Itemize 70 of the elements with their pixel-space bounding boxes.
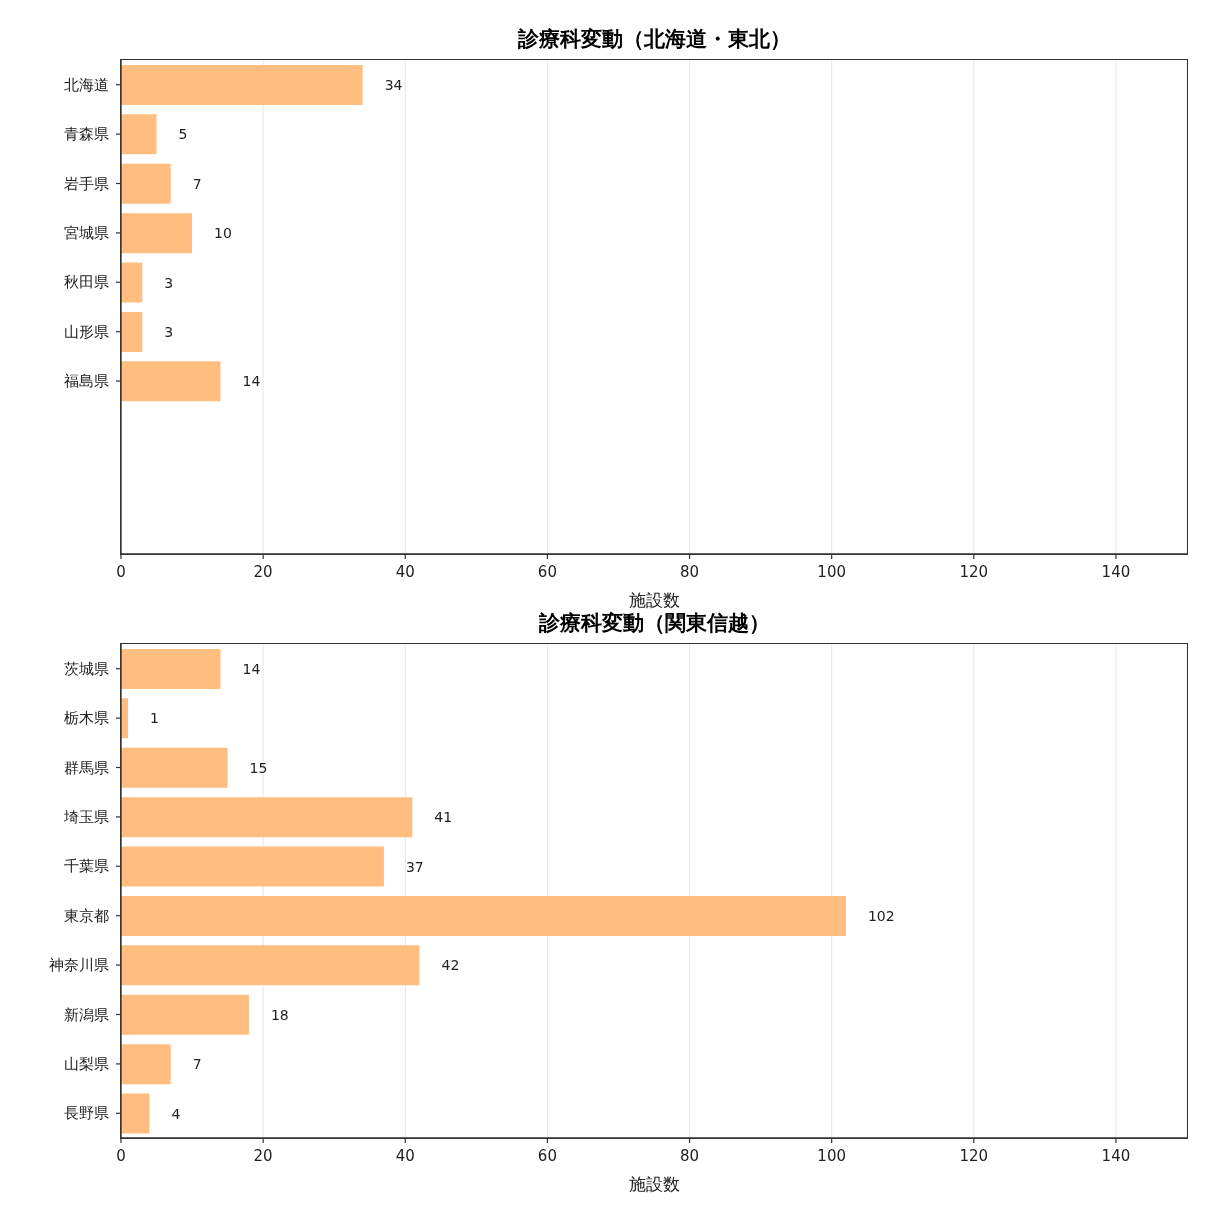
data-label: 34 [384, 76, 403, 93]
x-tick-label: 120 [959, 1146, 989, 1165]
bar [121, 114, 157, 155]
data-label: 102 [867, 907, 895, 924]
x-tick-label: 20 [253, 562, 273, 581]
data-label: 4 [171, 1105, 181, 1122]
y-tick-label: 東京都 [64, 906, 109, 925]
x-tick-label: 120 [959, 562, 989, 581]
bar [121, 895, 846, 936]
y-tick-label: 千葉県 [64, 857, 109, 876]
x-axis-title: 施設数 [628, 1174, 680, 1194]
data-label: 18 [270, 1006, 289, 1023]
y-tick-label: 栃木県 [64, 709, 109, 728]
bar [121, 846, 384, 887]
x-tick-label: 40 [395, 1146, 415, 1165]
x-tick-label: 80 [679, 562, 700, 581]
y-tick-label: 山形県 [64, 322, 109, 341]
x-tick-label: 140 [1101, 1146, 1131, 1165]
bar [121, 361, 221, 402]
bar [121, 64, 363, 105]
bar [121, 648, 221, 689]
bar [121, 1044, 171, 1085]
data-label: 41 [434, 809, 453, 826]
bar [121, 994, 249, 1035]
data-label: 3 [164, 274, 174, 291]
x-tick-label: 40 [395, 562, 415, 581]
bar [121, 262, 143, 303]
x-tick-label: 100 [817, 562, 846, 581]
data-label: 37 [405, 858, 424, 875]
data-label: 7 [192, 1056, 202, 1073]
y-tick-label: 福島県 [64, 372, 109, 391]
bar [121, 945, 420, 986]
y-tick-label: 群馬県 [64, 758, 109, 777]
bar [121, 1093, 150, 1134]
x-tick-label: 20 [253, 1146, 273, 1165]
bar [121, 747, 228, 788]
y-tick-label: 宮城県 [64, 223, 109, 242]
data-label: 10 [214, 225, 232, 242]
data-label: 14 [242, 660, 261, 677]
data-label: 3 [164, 323, 174, 340]
y-tick-label: 茨城県 [64, 659, 109, 678]
x-tick-label: 140 [1101, 562, 1131, 581]
y-tick-label: 神奈川県 [49, 956, 109, 975]
y-tick-label: 長野県 [64, 1104, 109, 1123]
x-tick-label: 100 [817, 1146, 846, 1165]
y-tick-label: 山梨県 [64, 1054, 109, 1073]
x-tick-label: 80 [679, 1146, 700, 1165]
data-label: 5 [178, 126, 188, 143]
x-axis-title: 施設数 [628, 590, 680, 610]
y-tick-label: 岩手県 [64, 174, 109, 193]
x-tick-label: 60 [537, 1146, 557, 1165]
y-tick-label: 埼玉県 [63, 807, 109, 826]
bar [121, 797, 413, 838]
data-label: 7 [192, 175, 202, 192]
data-label: 42 [441, 957, 460, 974]
x-tick-label: 60 [537, 562, 557, 581]
chart-title: 診療科変動（北海道・東北） [516, 27, 792, 52]
bar [121, 213, 193, 254]
x-tick-label: 0 [116, 1146, 126, 1165]
data-label: 1 [150, 710, 160, 727]
bar [121, 311, 143, 352]
chart-title: 診療科変動（関東信越） [537, 611, 771, 636]
y-tick-label: 新潟県 [64, 1005, 109, 1024]
data-label: 14 [242, 373, 261, 390]
y-tick-label: 北海道 [64, 75, 109, 94]
x-tick-label: 0 [116, 562, 126, 581]
data-label: 15 [249, 759, 268, 776]
y-tick-label: 青森県 [64, 125, 109, 144]
y-tick-label: 秋田県 [64, 273, 109, 292]
bar [121, 163, 171, 204]
